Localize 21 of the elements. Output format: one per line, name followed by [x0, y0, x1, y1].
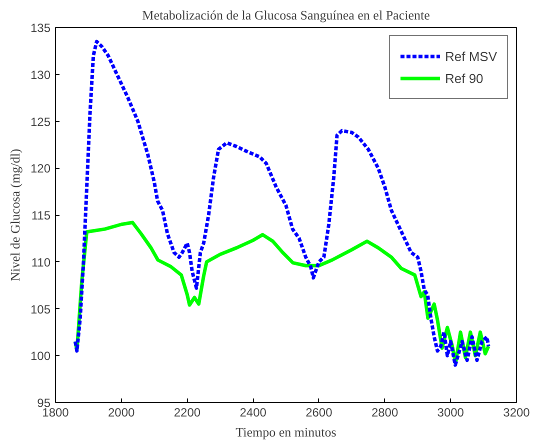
x-tick-label: 3200 [503, 406, 530, 420]
y-tick-label: 105 [30, 302, 51, 316]
x-tick-label: 2800 [371, 406, 398, 420]
legend-label: Ref MSV [444, 48, 497, 64]
x-tick-label: 2200 [174, 406, 201, 420]
legend-label: Ref 90 [444, 70, 484, 86]
x-axis-title: Tiempo en minutos [236, 424, 336, 440]
y-tick-label: 110 [31, 255, 51, 270]
y-tick-label: 125 [30, 114, 51, 129]
x-tick-label: 2000 [108, 406, 136, 420]
y-tick-label: 120 [30, 162, 51, 176]
x-tick-label: 2400 [240, 406, 267, 420]
y-tick-label: 130 [30, 68, 51, 82]
y-tick-label: 115 [31, 208, 51, 222]
y-tick-label: 100 [30, 349, 51, 364]
y-tick-label: 135 [30, 21, 51, 35]
x-tick-label: 2600 [306, 406, 333, 420]
chart-title: Metabolización de la Glucosa Sanguínea en el Paciente [142, 8, 430, 22]
x-tick-label: 1800 [42, 406, 70, 420]
y-axis-title: Nivel de Glucosa (mg/dl) [7, 148, 22, 282]
x-tick-label: 3000 [437, 406, 464, 420]
